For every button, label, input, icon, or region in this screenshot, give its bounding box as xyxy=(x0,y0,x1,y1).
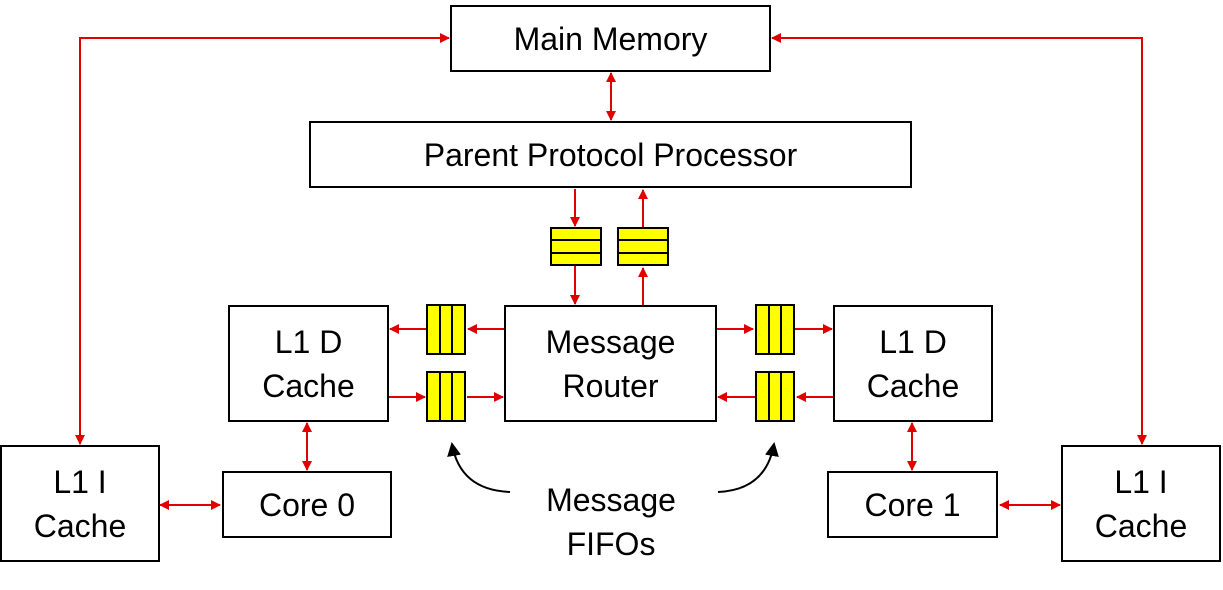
l1d-cache-right-block: L1 D Cache xyxy=(833,305,993,422)
fifo-pointer-left xyxy=(447,442,511,493)
fifo-left-bottom xyxy=(426,371,466,422)
message-fifos-annotation: Message FIFOs xyxy=(546,482,676,562)
l1i-cache-left-block: L1 I Cache xyxy=(0,445,160,562)
l1d-cache-left-block: L1 D Cache xyxy=(228,305,389,422)
main-memory-label: Main Memory xyxy=(513,20,708,57)
fifo-right-top xyxy=(755,304,795,355)
core-0-label: Core 0 xyxy=(258,486,356,523)
fifo-pointer-right xyxy=(717,442,779,493)
core-1-label: Core 1 xyxy=(864,486,961,523)
l1d-cache-right-label: L1 D Cache xyxy=(866,323,960,404)
memory-l1i-left-link xyxy=(75,33,450,445)
l1i-cache-right-block: L1 I Cache xyxy=(1061,445,1221,562)
message-router-block: Message Router xyxy=(504,305,717,422)
memory-l1i-right-link xyxy=(771,33,1147,445)
parent-protocol-processor-label: Parent Protocol Processor xyxy=(423,136,798,173)
core-0-block: Core 0 xyxy=(222,471,392,538)
message-router-label: Message Router xyxy=(545,323,676,404)
main-memory-block: Main Memory xyxy=(450,5,771,72)
fifo-right-bottom xyxy=(755,371,795,422)
core-1-block: Core 1 xyxy=(827,471,998,538)
l1i-cache-right-label: L1 I Cache xyxy=(1094,463,1188,544)
fifo-left-top xyxy=(426,304,466,355)
fifo-ppp-up xyxy=(617,227,669,266)
l1d-cache-left-label: L1 D Cache xyxy=(262,323,355,404)
l1i-cache-left-label: L1 I Cache xyxy=(33,463,127,544)
fifo-ppp-down xyxy=(550,227,602,266)
parent-protocol-processor-block: Parent Protocol Processor xyxy=(309,121,912,188)
